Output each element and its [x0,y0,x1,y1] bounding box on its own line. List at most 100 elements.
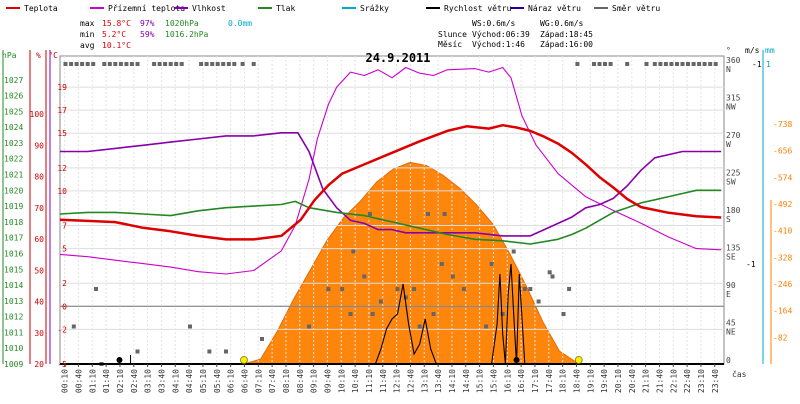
wind-direction-point [597,62,602,66]
stat-sunset: Západ:18:45 [540,30,593,39]
tick-label-hpa: 1015 [4,265,23,274]
wind-direction-point [403,295,408,300]
tick-label-direction: 180 [726,206,741,215]
legend-label-teplota: Teplota [24,4,58,13]
axis-unit-direction: ° [726,46,731,55]
tick-label-time: 11:40 [379,369,388,393]
wind-direction-point [362,274,367,279]
tick-label-time: 23:10 [697,369,706,393]
wind-direction-point [351,249,356,254]
tick-label-time: 22:10 [669,369,678,393]
stat-moonrise: Východ:1:46 [472,40,525,49]
wind-direction-point [713,62,718,66]
tick-label-time: 20:10 [614,369,623,393]
legend-label-rychlost-vetru: Rychlost větru [444,4,512,13]
chart-title: 24.9.2011 [365,51,430,65]
series-line-teplota [59,123,722,241]
tick-label-rain: 1 [766,60,771,69]
tick-label-time: 04:10 [171,369,180,393]
wind-direction-point [417,324,422,329]
tick-label-temperature: 15 [57,129,67,138]
tick-label-hpa: 1022 [4,155,23,164]
wind-direction-point [326,287,331,291]
wind-direction-point [215,62,220,66]
wind-direction-point [484,324,489,329]
axis-unit-humidity: % [36,51,41,60]
axis-unit-hpa: hPa [2,51,17,60]
legend-label-vlhkost: Vlhkost [192,4,226,13]
tick-label-time: 06:10 [227,369,236,393]
tick-label-time: 03:40 [157,369,166,393]
tick-label-direction: 135 [726,244,741,253]
stat-pressure: 1016.2hPa [165,30,209,39]
tick-label-time: 07:40 [268,369,277,393]
wind-direction-point [550,274,555,279]
tick-label-direction-compass: N [726,65,731,74]
tick-label-solar: -164 [773,307,792,316]
stat-temperature: 15.8°C [102,19,131,28]
axis-unit-temperature: °C [48,51,58,60]
tick-label-time: 13:10 [420,369,429,393]
tick-label-humidity: 40 [34,298,44,307]
sun-marker [240,356,248,364]
wind-direction-point [152,62,157,66]
wind-direction-point [113,62,118,66]
tick-label-direction-compass: W [726,140,731,149]
wind-direction-point [129,62,134,66]
tick-label-solar: -738 [773,120,792,129]
tick-label-solar: -410 [773,227,792,236]
tick-label-temperature: 12 [57,164,67,173]
wind-direction-point [547,270,552,275]
tick-label-hpa: 1009 [4,360,23,369]
tick-label-time: 13:40 [434,369,443,393]
stat-temperature: 10.1°C [102,41,131,50]
sun-marker [574,356,583,364]
tick-label-time: 11:10 [365,369,374,393]
legend-label-prizemni-teplota: Přízemní teplota [108,4,185,13]
wind-direction-point [522,287,527,291]
wind-direction-point [575,62,580,66]
series-line-prizemni-teplota [59,66,722,275]
wind-direction-point [680,62,685,66]
wind-direction-point [224,349,228,354]
x-axis-label: čas [732,369,747,379]
wind-direction-point [260,337,264,341]
wind-direction-point [567,287,572,291]
tick-label-temperature: 2 [62,279,67,288]
stat-row-label: avg [80,41,95,50]
wind-direction-point [232,62,237,66]
wind-direction-point [71,324,76,329]
legend-label-tlak: Tlak [276,4,295,13]
tick-label-wind: -1 [746,260,756,269]
tick-label-solar: -246 [773,280,792,289]
tick-label-direction-compass: NE [726,328,736,337]
tick-label-time: 15:40 [489,369,498,393]
wind-direction-point [461,287,466,291]
wind-direction-point [163,62,168,66]
tick-label-hpa: 1025 [4,107,23,116]
tick-label-direction: 225 [726,169,741,178]
wind-direction-point [625,62,630,66]
tick-label-humidity: 50 [34,266,44,275]
tick-label-hpa: 1012 [4,313,23,322]
tick-label-time: 09:10 [310,369,319,393]
tick-label-temperature: 10 [57,187,67,196]
wind-direction-point [675,62,679,66]
tick-label-time: 01:40 [102,369,111,393]
tick-label-hpa: 1027 [4,76,23,85]
tick-label-wind: -1 [752,60,762,69]
wind-direction-point [686,62,690,66]
tick-label-time: 00:40 [74,369,83,393]
tick-label-time: 12:40 [406,369,415,393]
tick-label-humidity: 70 [34,204,44,213]
wind-direction-point [450,274,455,279]
wind-direction-point [439,262,444,266]
stat-humidity: 59% [140,30,155,39]
tick-label-time: 01:10 [88,369,97,393]
tick-label-time: 21:10 [642,369,651,393]
wind-direction-point [188,324,192,329]
wind-direction-point [135,62,140,66]
tick-label-time: 14:40 [462,369,471,393]
